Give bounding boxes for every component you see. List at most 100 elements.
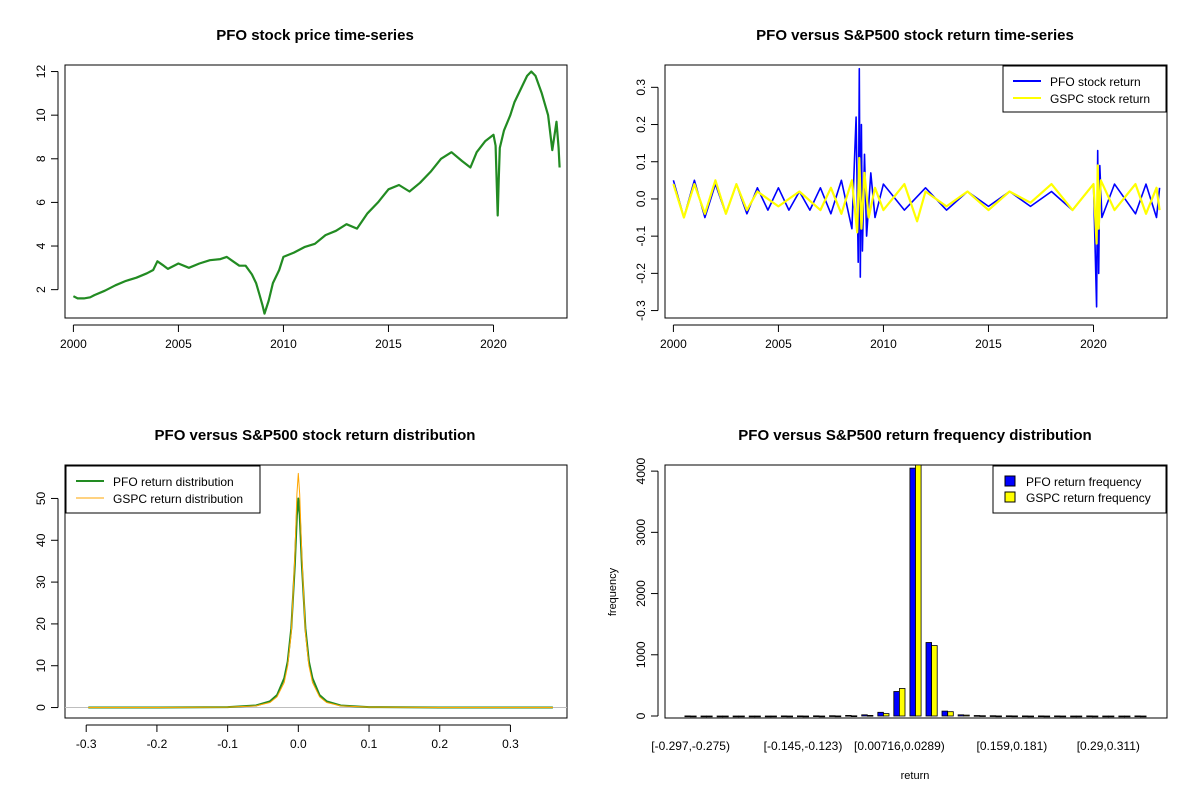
frequency-bar-gspc — [1140, 715, 1147, 718]
frequency-bar-gspc — [850, 715, 858, 717]
density-y-tick-label: 0 — [34, 704, 48, 711]
returns-y-tick-label: 0.1 — [634, 153, 648, 170]
frequency-bar-pfo — [700, 715, 707, 718]
density-x-tick-label: 0.0 — [290, 737, 307, 751]
frequency-bar-gspc — [979, 715, 986, 717]
returns-legend-label-gspc: GSPC stock return — [1050, 92, 1150, 106]
frequency-plot-content: 0 1000 2000 3000 4000 [-0.297,-0.275) [-0.145,… — [634, 457, 1147, 753]
frequency-bar-gspc — [899, 688, 906, 717]
density-legend: PFO return distribution GSPC return dist… — [65, 465, 261, 514]
density-series-pfo-line — [88, 497, 553, 709]
returns-plot-content: 2000 2005 2010 2015 2020 -0.3 -0.2 -0.1 0.0 0.1 0.… — [634, 67, 1161, 351]
returns-x-tick-label: 2005 — [765, 337, 792, 351]
frequency-bar-pfo — [684, 715, 691, 718]
frequency-x-tick-label: [0.29,0.311) — [1077, 739, 1140, 753]
frequency-bar-gspc — [1011, 715, 1018, 718]
returns-y-tick-label: -0.1 — [634, 225, 648, 246]
returns-x-tick-label: 2020 — [1080, 337, 1107, 351]
density-legend-box — [65, 465, 261, 514]
density-y-tick-label: 20 — [34, 617, 48, 631]
frequency-bar-gspc — [931, 645, 938, 717]
frequency-bar-pfo — [1070, 715, 1077, 718]
frequency-bar-pfo — [764, 715, 772, 718]
price-x-tick-label: 2005 — [165, 337, 192, 351]
frequency-bar-gspc — [738, 715, 745, 718]
frequency-y-axis-label: frequency — [607, 567, 619, 616]
frequency-legend-key-pfo — [1004, 475, 1016, 487]
frequency-bar-gspc — [786, 715, 793, 718]
density-plot-frame — [64, 464, 568, 719]
price-plot-content: 2000 2005 2010 2015 2020 2 4 6 8 10 12 — [34, 65, 561, 351]
density-y-tick-label: 40 — [34, 533, 48, 547]
price-y-tick-label: 10 — [34, 108, 48, 122]
price-panel: PFO stock price time-series 2000 2005 2010… — [34, 27, 568, 351]
returns-series-pfo-line — [672, 67, 1161, 308]
price-y-tick-label: 12 — [34, 65, 48, 79]
frequency-bar-pfo — [1038, 715, 1045, 718]
frequency-y-tick-label: 1000 — [634, 641, 648, 668]
price-x-tick-label: 2015 — [375, 337, 402, 351]
frequency-bar-gspc — [706, 715, 713, 718]
frequency-legend: PFO return frequency GSPC return frequen… — [992, 465, 1167, 514]
frequency-bar-pfo — [861, 714, 868, 717]
density-y-tick-label: 50 — [34, 491, 48, 505]
price-x-tick-label: 2000 — [60, 337, 87, 351]
frequency-bar-pfo — [909, 467, 916, 717]
returns-y-tick-label: 0.0 — [634, 190, 648, 207]
returns-chart-title: PFO versus S&P500 stock return time-seri… — [756, 27, 1074, 44]
returns-series-gspc-line — [672, 156, 1161, 245]
frequency-bar-gspc — [1043, 715, 1051, 718]
density-legend-label-gspc: GSPC return distribution — [113, 492, 243, 506]
price-x-tick-label: 2010 — [270, 337, 297, 351]
frequency-bar-gspc — [915, 464, 922, 717]
frequency-legend-key-gspc — [1004, 491, 1016, 503]
density-x-tick-label: 0.1 — [361, 737, 378, 751]
density-x-tick-label: -0.3 — [76, 737, 97, 751]
frequency-bar-gspc — [690, 715, 697, 718]
frequency-bar-pfo — [716, 715, 724, 718]
density-y-tick-label: 10 — [34, 659, 48, 673]
frequency-bar-pfo — [1086, 715, 1093, 718]
frequency-y-tick-label: 2000 — [634, 580, 648, 607]
frequency-x-tick-label: [0.159,0.181) — [977, 739, 1048, 753]
returns-y-tick-label: -0.2 — [634, 263, 648, 284]
density-x-tick-label: -0.2 — [147, 737, 168, 751]
returns-x-tick-label: 2015 — [975, 337, 1002, 351]
frequency-bar-pfo — [1005, 715, 1013, 717]
frequency-bar-pfo — [748, 715, 756, 718]
density-x-tick-label: 0.2 — [431, 737, 448, 751]
frequency-y-tick-label: 4000 — [634, 457, 648, 484]
returns-panel: PFO versus S&P500 stock return time-seri… — [634, 27, 1168, 351]
frequency-bar-gspc — [1027, 715, 1034, 718]
returns-y-tick-label: 0.3 — [634, 79, 648, 96]
returns-y-tick-label: -0.3 — [634, 300, 648, 321]
price-y-tick-label: 8 — [34, 155, 48, 162]
frequency-bar-gspc — [1107, 715, 1115, 718]
frequency-bar-pfo — [1102, 715, 1109, 718]
frequency-legend-label-gspc: GSPC return frequency — [1026, 491, 1151, 505]
frequency-legend-label-pfo: PFO return frequency — [1026, 475, 1141, 489]
frequency-bar-gspc — [818, 715, 826, 718]
frequency-x-tick-label: [0.00716,0.0289) — [854, 739, 945, 753]
frequency-bar-pfo — [941, 710, 948, 717]
frequency-bar-pfo — [989, 715, 997, 717]
price-plot-frame — [64, 64, 568, 319]
price-series-line — [72, 70, 561, 315]
frequency-bar-gspc — [963, 714, 970, 717]
density-panel: PFO versus S&P500 stock return distribut… — [34, 427, 568, 751]
price-y-tick-label: 6 — [34, 199, 48, 206]
frequency-bar-pfo — [845, 715, 852, 717]
frequency-bar-pfo — [1134, 715, 1141, 718]
frequency-bar-gspc — [1075, 715, 1083, 718]
frequency-bar-gspc — [1059, 715, 1067, 718]
frequency-bar-pfo — [797, 715, 804, 718]
price-y-tick-label: 2 — [34, 286, 48, 293]
density-y-tick-label: 30 — [34, 575, 48, 589]
frequency-panel: PFO versus S&P500 return frequency distr… — [607, 427, 1168, 782]
returns-legend-label-pfo: PFO stock return — [1050, 75, 1141, 89]
frequency-bar-gspc — [1124, 715, 1131, 718]
frequency-bar-gspc — [1091, 715, 1099, 718]
frequency-y-tick-label: 0 — [634, 712, 648, 719]
frequency-bar-pfo — [893, 691, 900, 717]
